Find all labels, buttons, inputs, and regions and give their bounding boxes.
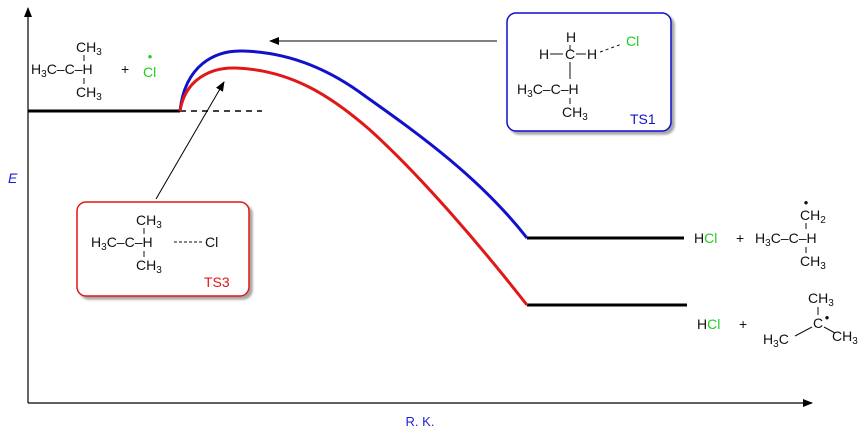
- ts1-c-top: C: [565, 46, 575, 62]
- ts1-label: TS1: [630, 111, 656, 127]
- product-tertiary-left-group: H3C: [763, 331, 789, 350]
- ts1-h-left: H: [539, 46, 549, 62]
- ts1-bottom-group: CH3: [562, 104, 588, 123]
- ts3-bottom-group: CH3: [136, 257, 162, 276]
- reactant-chlorine: Cl: [143, 64, 156, 80]
- ts3-curve: [178, 66, 529, 306]
- ts1-curve: [178, 49, 529, 239]
- product-tertiary-plus: +: [739, 316, 747, 332]
- product-tertiary-hcl: HCl: [697, 316, 720, 332]
- product-primary-radical-dot: •: [804, 195, 809, 210]
- ts1-partial-bond: [599, 43, 623, 53]
- ts1-box: H H C H Cl H3C–C–H CH3 TS1: [506, 12, 672, 132]
- ts3-box: CH3 H3C–C–H Cl CH3 TS3: [76, 201, 250, 297]
- ts1-cl: Cl: [626, 33, 639, 49]
- bond: [823, 326, 836, 334]
- reactants-structure: CH3 H3C–C–H CH3 + • Cl: [31, 39, 156, 103]
- radical-dot: •: [148, 49, 153, 64]
- product-tertiary-top-group: CH3: [808, 290, 834, 309]
- reactant-methyl-top: CH3: [76, 39, 102, 58]
- product-primary-bottom-group: CH3: [800, 253, 826, 272]
- y-axis-label: E: [8, 170, 18, 186]
- ts1-h-top: H: [566, 29, 576, 45]
- product-tertiary-center-carbon: C: [813, 315, 823, 331]
- product-tertiary-right-group: CH3: [832, 328, 858, 347]
- ts3-label: TS3: [204, 274, 230, 290]
- ts3-cl: Cl: [205, 234, 218, 250]
- ts1-carbon-row: H3C–C–H: [517, 81, 579, 100]
- product-primary-carbon-row: H3C–C–H: [755, 230, 817, 249]
- reactant-methyl-bottom: CH3: [76, 84, 102, 103]
- product-tertiary: HCl + CH3 C • H3C CH3: [697, 290, 858, 350]
- product-primary-plus: +: [736, 230, 744, 246]
- bond: [794, 326, 813, 337]
- product-primary-top-group: CH2: [800, 207, 826, 226]
- reactant-plus: +: [121, 61, 129, 77]
- ts3-pointer-arrow: [155, 81, 225, 200]
- ts3-carbon-row: H3C–C–H: [91, 234, 153, 253]
- ts1-h-mid: H: [587, 46, 597, 62]
- product-primary: HCl + • CH2 H3C–C–H CH3: [694, 195, 826, 272]
- product-tertiary-radical-dot: •: [825, 310, 830, 325]
- ts3-methyl-top: CH3: [136, 212, 162, 231]
- product-primary-hcl: HCl: [694, 230, 717, 246]
- reactant-carbon-row: H3C–C–H: [31, 61, 93, 80]
- x-axis-label: R. K.: [406, 414, 435, 429]
